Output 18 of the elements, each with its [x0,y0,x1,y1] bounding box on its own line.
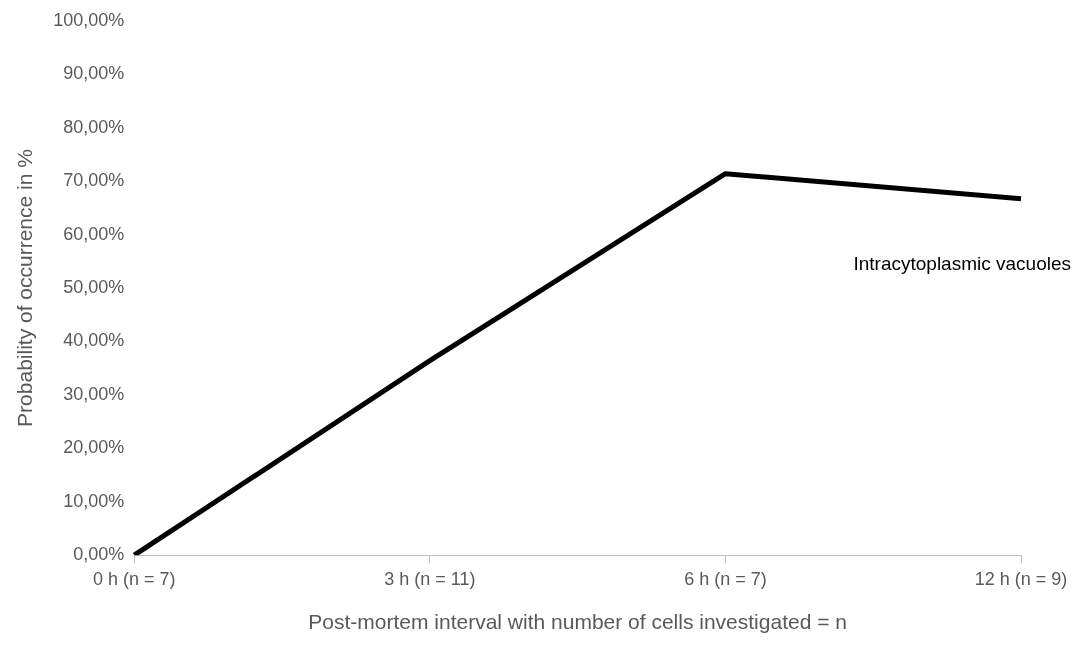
y-tick-label: 10,00% [63,490,125,511]
x-tick-label: 6 h (n = 7) [684,568,767,589]
x-tick-label: 3 h (n = 11) [384,568,476,589]
y-tick-label: 0,00% [73,544,125,565]
x-tick-label: 12 h (n = 9) [974,568,1068,589]
y-axis-title: Probability of occurrence in % [13,149,37,427]
y-tick-label: 90,00% [63,63,125,84]
x-axis-title: Post-mortem interval with number of cells investigated = n [308,610,847,634]
y-tick-label: 50,00% [63,276,125,297]
y-tick-label: 70,00% [63,170,125,191]
y-tick-label: 80,00% [63,116,125,137]
y-tick-label: 30,00% [63,383,125,404]
y-tick-label: 40,00% [63,330,125,351]
y-tick-label: 20,00% [63,437,125,458]
y-tick-label: 60,00% [63,223,125,244]
x-tick-label: 0 h (n = 7) [92,568,176,589]
text: Intracytoplasmic vacuoles [853,252,1071,274]
y-tick-label: 100,00% [53,9,125,30]
